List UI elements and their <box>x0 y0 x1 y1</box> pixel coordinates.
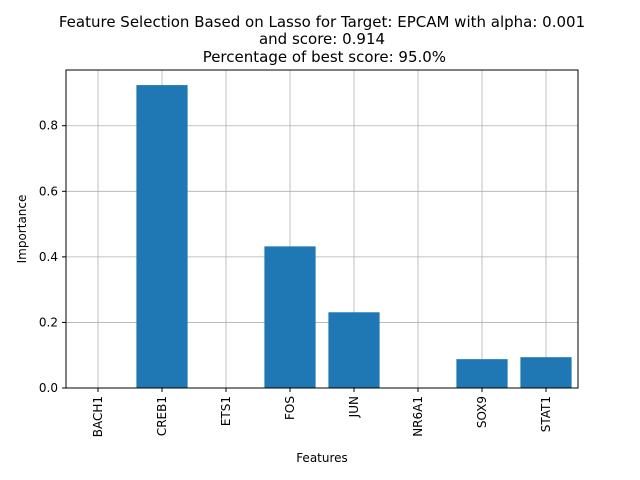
plot-area-frame <box>65 69 579 389</box>
y-axis-label: Importance <box>15 195 29 264</box>
bar-layer <box>136 85 572 388</box>
x-tick-label: NR6A1 <box>411 396 425 437</box>
bar-creb1 <box>136 85 188 388</box>
bar-jun <box>328 312 380 388</box>
chart-title-line-2: and score: 0.914 <box>259 30 385 48</box>
chart-title-line-3: Percentage of best score: 95.0% <box>198 48 446 66</box>
x-tick-label: STAT1 <box>539 396 553 432</box>
x-tick-label: BACH1 <box>91 396 105 437</box>
x-tick-label: SOX9 <box>475 396 489 428</box>
x-tick-label: CREB1 <box>155 396 169 436</box>
chart-title: Feature Selection Based on Lasso for Tar… <box>59 13 585 66</box>
tick-layer: 0.0 0.2 0.4 0.6 0.8 BACH1 CREB1 ETS1 FOS JUN NR6A1… <box>39 119 553 438</box>
x-tick-label: ETS1 <box>219 396 233 426</box>
x-axis-label: Features <box>296 451 348 465</box>
bar-fos <box>264 246 316 388</box>
x-tick-label: FOS <box>283 396 297 420</box>
y-tick-label: 0.4 <box>39 250 58 264</box>
chart-title-line-1: Feature Selection Based on Lasso for Tar… <box>59 13 585 31</box>
x-tick-label: JUN <box>347 396 361 418</box>
y-tick-label: 0.6 <box>39 184 58 198</box>
y-tick-label: 0.2 <box>39 315 58 329</box>
y-tick-label: 0.8 <box>39 119 58 133</box>
bar-stat1 <box>520 357 572 388</box>
bar-sox9 <box>456 359 508 388</box>
y-tick-label: 0.0 <box>39 381 58 395</box>
